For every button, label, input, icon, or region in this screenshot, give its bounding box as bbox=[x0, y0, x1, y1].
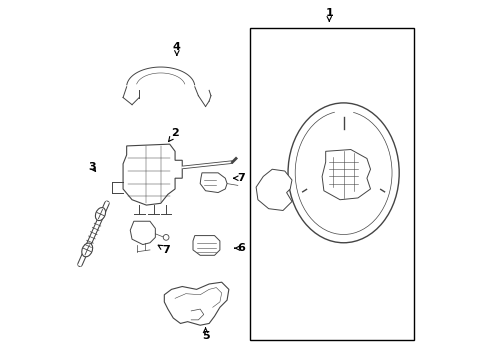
Polygon shape bbox=[322, 149, 370, 200]
Polygon shape bbox=[200, 173, 227, 193]
Polygon shape bbox=[130, 221, 155, 244]
Circle shape bbox=[163, 234, 169, 240]
Text: 7: 7 bbox=[234, 173, 245, 183]
Bar bbox=[250, 28, 414, 339]
Text: 2: 2 bbox=[169, 129, 179, 141]
Ellipse shape bbox=[96, 208, 105, 221]
Ellipse shape bbox=[82, 243, 93, 257]
Polygon shape bbox=[256, 169, 292, 211]
Text: 4: 4 bbox=[173, 42, 181, 55]
Ellipse shape bbox=[295, 111, 392, 234]
Text: 3: 3 bbox=[89, 162, 97, 172]
Text: 6: 6 bbox=[235, 243, 245, 253]
Text: 7: 7 bbox=[158, 245, 170, 255]
Polygon shape bbox=[193, 235, 220, 255]
Text: 5: 5 bbox=[202, 328, 209, 341]
Text: 1: 1 bbox=[325, 8, 333, 21]
Polygon shape bbox=[123, 144, 182, 205]
Polygon shape bbox=[164, 282, 229, 325]
Ellipse shape bbox=[288, 103, 399, 243]
